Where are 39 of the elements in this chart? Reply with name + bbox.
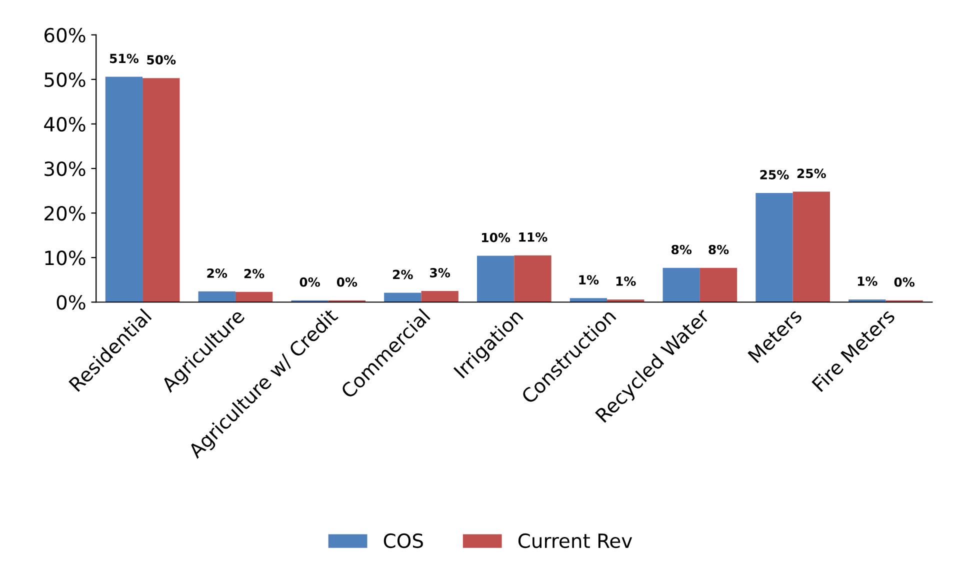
bar	[514, 255, 552, 302]
bar	[756, 192, 793, 302]
data-label: 2%	[244, 268, 264, 278]
legend-label: COS	[384, 533, 423, 548]
data-label: 1%	[616, 276, 636, 286]
data-label: 10%	[482, 232, 510, 242]
data-label: 51%	[110, 54, 139, 64]
data-label: 2%	[207, 268, 228, 278]
bar	[662, 268, 700, 302]
bar	[235, 292, 273, 302]
data-label: 25%	[760, 170, 789, 180]
y-tick-label: 50%	[44, 72, 86, 88]
bar	[384, 292, 422, 302]
bar	[476, 256, 514, 302]
data-label: 8%	[708, 244, 729, 254]
data-label: 1%	[858, 276, 878, 286]
data-label: 0%	[300, 277, 320, 287]
y-tick-label: 0%	[56, 295, 86, 310]
data-label: 1%	[579, 275, 599, 285]
bar	[792, 192, 830, 302]
data-label: 3%	[430, 268, 450, 278]
data-label: 2%	[393, 270, 413, 280]
bar	[198, 291, 236, 302]
bar	[142, 78, 180, 302]
bar	[421, 290, 458, 302]
bar	[105, 76, 143, 302]
data-label: 25%	[797, 168, 826, 178]
y-tick-label: 30%	[44, 161, 86, 176]
y-tick-label: 20%	[44, 206, 86, 221]
y-tick-label: 10%	[45, 250, 86, 266]
data-label: 11%	[519, 232, 548, 242]
legend-label: Current Rev	[518, 533, 632, 548]
data-label: 50%	[147, 55, 176, 65]
y-tick-label: 60%	[44, 28, 86, 43]
y-tick-label: 40%	[44, 116, 86, 132]
bar	[700, 268, 738, 302]
data-label: 0%	[894, 277, 915, 287]
data-label: 0%	[336, 277, 358, 287]
data-label: 8%	[672, 244, 692, 254]
